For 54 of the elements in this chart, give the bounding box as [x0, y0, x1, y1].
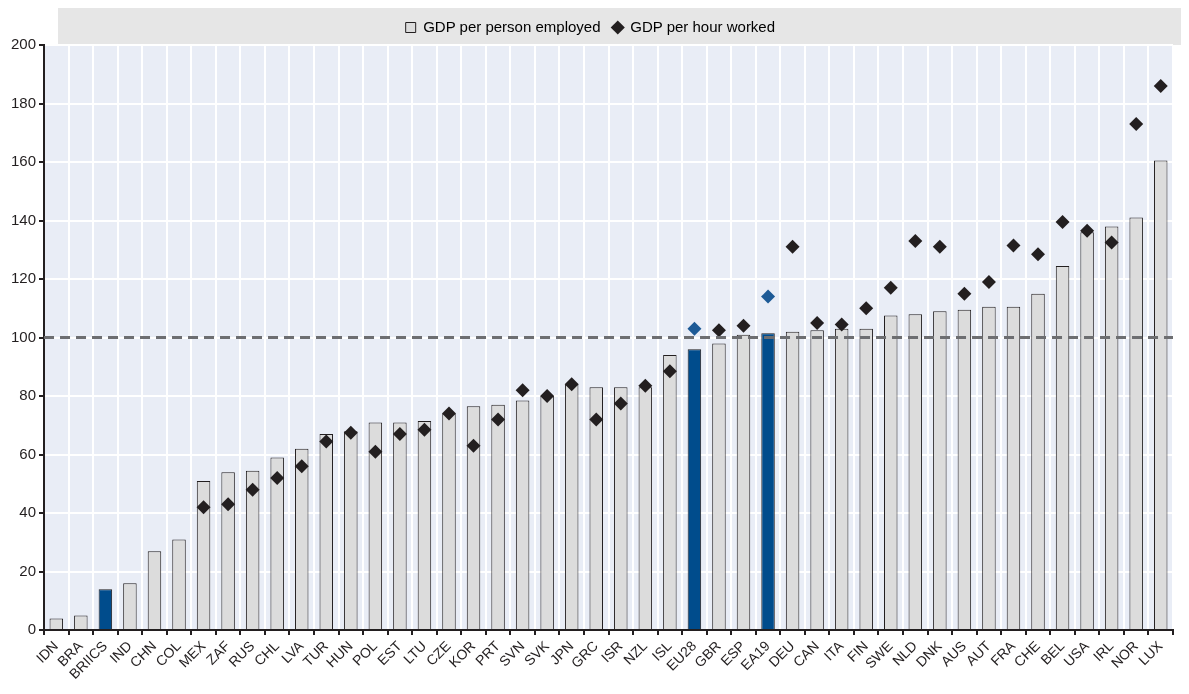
y-tick-label: 180	[11, 93, 37, 111]
point	[441, 406, 456, 421]
point	[368, 444, 383, 459]
point	[1031, 247, 1046, 262]
y-tick-label: 60	[19, 444, 37, 462]
point	[810, 315, 825, 330]
point	[761, 289, 776, 304]
y-tick-label: 80	[19, 386, 37, 404]
point	[932, 239, 947, 254]
point	[319, 434, 334, 449]
point	[1006, 238, 1021, 253]
point	[908, 234, 923, 249]
point	[662, 364, 677, 379]
y-tick-label: 140	[11, 210, 37, 228]
point	[392, 427, 407, 442]
point	[883, 280, 898, 295]
point	[540, 389, 555, 404]
point	[638, 378, 653, 393]
x-tick-label: ITA	[820, 637, 847, 664]
y-tick-label: 100	[11, 327, 37, 345]
point	[859, 301, 874, 316]
point	[613, 396, 628, 411]
point	[196, 500, 211, 515]
point	[1153, 78, 1168, 93]
point	[1129, 116, 1144, 131]
y-tick-label: 200	[11, 35, 37, 53]
point	[515, 383, 530, 398]
point	[491, 412, 506, 427]
y-tick-label: 120	[11, 269, 37, 287]
point	[466, 438, 481, 453]
point	[1080, 223, 1095, 238]
y-tick-label: 160	[11, 152, 37, 170]
point	[564, 377, 579, 392]
point	[1055, 215, 1070, 229]
point	[785, 239, 800, 254]
point	[687, 321, 702, 336]
point	[417, 422, 432, 437]
point	[711, 323, 726, 338]
point	[270, 470, 285, 485]
y-tick-label: 0	[27, 620, 37, 638]
point	[834, 317, 849, 332]
point	[221, 497, 236, 512]
point	[981, 274, 996, 289]
point	[589, 412, 604, 427]
point	[1104, 235, 1119, 250]
point	[957, 286, 972, 301]
legend-label: GDP per person employed	[423, 17, 601, 35]
point	[736, 318, 751, 333]
point	[343, 425, 358, 440]
y-tick-label: 40	[19, 503, 37, 521]
y-tick-label: 20	[19, 561, 37, 579]
point	[245, 482, 260, 497]
legend-label: GDP per hour worked	[630, 17, 776, 35]
point	[294, 459, 309, 474]
